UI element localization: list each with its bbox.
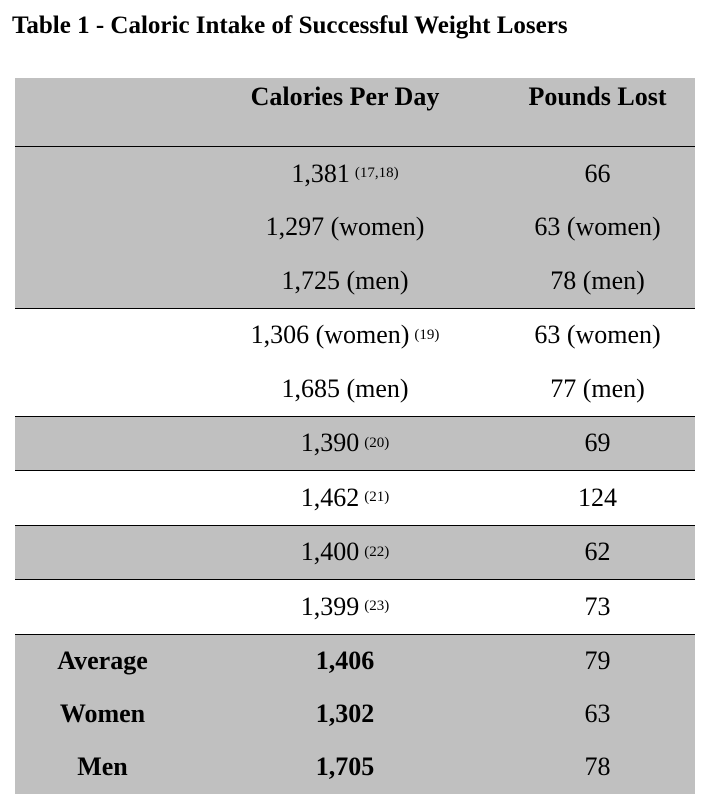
calories-value: 1,462 [300,482,360,512]
study-group: 1,306 (women) (19) 63 (women) 1,685 (men) 77… [15,307,695,416]
reference-citation: (21) [364,489,390,506]
summary-row: Average 1,406 79 [15,635,695,688]
reference-citation: (22) [364,543,390,560]
row-label-cell [15,254,190,308]
summary-calories: 1,302 [315,699,375,728]
row-label-cell [15,471,190,525]
pounds-lost-cell: 77 (men) [550,373,645,403]
summary-pounds: 63 [584,699,611,728]
calories-cell: 1,725 (men) [190,254,500,308]
calories-value: 1,725 (men) [281,265,409,295]
calories-cell: 1,297 (women) [190,201,500,255]
table-row: 1,306 (women) (19) 63 (women) [15,309,695,363]
study-group: 1,390 (20) 69 [15,415,695,471]
calories-value: 1,390 [300,428,360,458]
row-label-cell [15,309,190,363]
table-row: 1,297 (women) 63 (women) [15,201,695,255]
reference-citation: (17,18) [354,165,399,182]
row-label-cell [15,362,190,416]
pounds-lost-cell: 63 (women) [534,320,661,350]
calories-value: 1,381 [291,158,350,188]
header-pounds: Pounds Lost [528,82,667,111]
calories-cell: 1,390 (20) [190,417,500,471]
row-label-cell [15,580,190,634]
table-header: Calories Per Day Pounds Lost [15,78,695,146]
caloric-intake-table: Calories Per Day Pounds Lost 1,381 (17,18… [15,78,695,794]
summary-row: Women 1,302 63 [15,688,695,741]
row-label-cell [15,417,190,471]
header-calories: Calories Per Day [250,82,440,111]
pounds-lost-cell: 73 [584,591,611,621]
calories-value: 1,685 (men) [281,373,409,403]
calories-cell: 1,462 (21) [190,471,500,525]
table-title: Table 1 - Caloric Intake of Successful W… [12,12,568,39]
calories-cell: 1,400 (22) [190,526,500,580]
summary-label: Men [77,752,128,781]
table-row: 1,399 (23) 73 [15,580,695,634]
table-row: 1,685 (men) 77 (men) [15,362,695,416]
study-groups: 1,381 (17,18) 66 1,297 (women) 63 (women) 1,7… [15,146,695,634]
calories-cell: 1,685 (men) [190,362,500,416]
study-group: 1,399 (23) 73 [15,579,695,634]
summary-label: Average [57,646,148,675]
table-row: 1,725 (men) 78 (men) [15,254,695,308]
pounds-lost-cell: 66 [584,158,611,188]
calories-value: 1,306 (women) [250,320,410,350]
row-label-cell [15,526,190,580]
pounds-lost-cell: 63 (women) [534,212,661,242]
reference-citation: (19) [414,326,440,343]
calories-value: 1,297 (women) [265,212,425,242]
pounds-lost-cell: 69 [584,428,611,458]
calories-value: 1,400 [300,537,360,567]
pounds-lost-cell: 78 (men) [550,265,645,295]
table-row: 1,390 (20) 69 [15,417,695,471]
summary-row: Men 1,705 78 [15,741,695,794]
study-group: 1,462 (21) 124 [15,470,695,525]
pounds-lost-cell: 62 [584,537,611,567]
row-label-cell [15,147,190,201]
header-label-cell [15,78,190,146]
table-row: 1,462 (21) 124 [15,471,695,525]
table-row: 1,381 (17,18) 66 [15,147,695,201]
pounds-lost-cell: 124 [578,482,617,512]
row-label-cell [15,201,190,255]
calories-cell: 1,306 (women) (19) [190,309,500,363]
summary-pounds: 79 [584,646,611,675]
study-group: 1,381 (17,18) 66 1,297 (women) 63 (women) 1,7… [15,146,695,308]
reference-citation: (20) [364,434,390,451]
summary-group: Average 1,406 79 Women 1,302 63 Men 1,705 78 [15,633,695,794]
calories-cell: 1,399 (23) [190,580,500,634]
summary-label: Women [59,699,146,728]
reference-citation: (23) [364,598,390,615]
table-row: 1,400 (22) 62 [15,526,695,580]
study-group: 1,400 (22) 62 [15,524,695,580]
calories-cell: 1,381 (17,18) [190,147,500,201]
summary-calories: 1,705 [315,752,375,781]
calories-value: 1,399 [300,591,360,621]
summary-pounds: 78 [584,752,611,781]
summary-calories: 1,406 [315,646,375,675]
